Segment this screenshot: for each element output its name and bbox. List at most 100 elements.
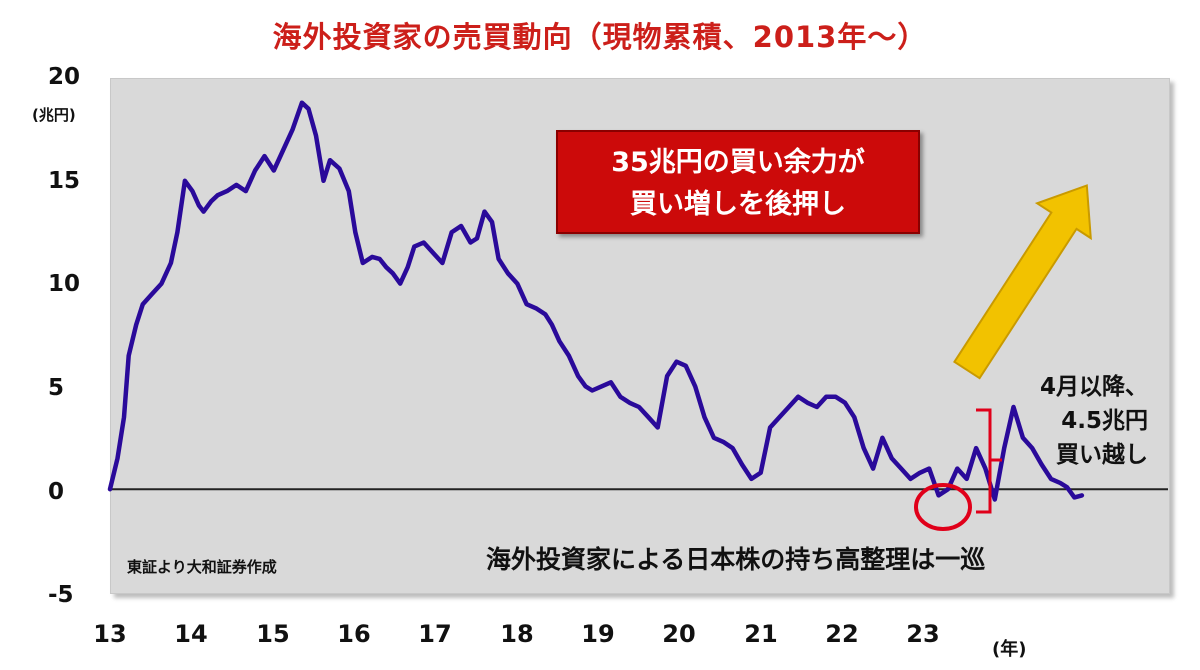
data-point <box>225 189 229 193</box>
data-point <box>955 467 959 471</box>
data-point <box>306 107 311 111</box>
data-point <box>665 374 669 378</box>
data-point <box>202 210 206 214</box>
data-point <box>674 360 679 364</box>
data-point <box>353 230 357 234</box>
side-annotation-line-1: 4月以降、 <box>1039 374 1148 400</box>
data-point <box>1072 495 1076 500</box>
data-point <box>175 230 180 234</box>
data-point <box>253 168 257 173</box>
data-point <box>590 388 594 393</box>
data-point <box>1030 446 1034 450</box>
y-tick-minus5: -5 <box>48 582 74 608</box>
data-point <box>584 384 588 388</box>
x-tick-17: 17 <box>418 620 452 648</box>
data-point <box>122 415 126 419</box>
data-point <box>183 179 187 183</box>
data-point <box>534 306 538 310</box>
data-point <box>490 220 494 224</box>
data-point <box>159 282 164 286</box>
data-point <box>370 255 374 259</box>
data-point <box>618 395 622 399</box>
data-point <box>391 271 395 275</box>
data-point <box>209 199 213 203</box>
x-tick-23: 23 <box>906 620 940 648</box>
data-point <box>880 436 885 440</box>
data-point <box>777 415 782 419</box>
data-point <box>321 179 326 183</box>
data-point <box>412 244 416 249</box>
data-point <box>693 384 697 388</box>
data-point <box>768 425 772 430</box>
data-point <box>281 148 285 152</box>
data-point <box>328 158 332 162</box>
side-annotation-line-3: 買い越し <box>1056 442 1148 468</box>
data-point <box>475 236 479 240</box>
y-tick-10: 10 <box>48 271 81 297</box>
data-point <box>852 415 856 419</box>
data-point <box>550 323 554 327</box>
series-line <box>107 100 1085 502</box>
data-point <box>525 302 529 306</box>
data-point <box>1049 477 1053 481</box>
data-point <box>216 193 220 197</box>
data-point <box>740 462 744 467</box>
data-point <box>300 101 304 105</box>
x-tick-21: 21 <box>744 620 778 648</box>
data-point <box>141 302 145 306</box>
data-point <box>974 446 978 450</box>
data-point <box>899 467 903 471</box>
data-point <box>115 456 120 460</box>
x-tick-13: 13 <box>93 620 127 648</box>
data-point <box>815 405 819 409</box>
data-point <box>684 364 688 368</box>
data-point <box>1040 462 1044 467</box>
data-point <box>557 339 562 343</box>
bracket-mark <box>976 408 1002 514</box>
data-point <box>190 189 194 193</box>
x-tick-19: 19 <box>581 620 615 648</box>
data-point <box>134 323 138 327</box>
data-point <box>1011 405 1016 409</box>
x-tick-18: 18 <box>500 620 534 648</box>
data-point <box>749 477 753 481</box>
data-point <box>908 477 913 481</box>
y-tick-15: 15 <box>48 168 81 194</box>
data-point <box>543 312 547 317</box>
data-point <box>108 487 112 491</box>
footer-note: 海外投資家による日本株の持ち高整理は一巡 <box>486 545 986 574</box>
data-point <box>628 401 632 405</box>
x-tick-14: 14 <box>174 620 208 648</box>
data-point <box>824 395 828 399</box>
x-tick-22: 22 <box>825 620 859 648</box>
data-point <box>871 467 875 471</box>
data-point <box>918 471 922 475</box>
side-annotation: 4月以降、 4.5兆円 買い越し <box>1008 370 1148 472</box>
callout-line-2: 買い増しを後押し <box>630 189 846 220</box>
data-point <box>637 405 641 409</box>
data-point <box>262 154 267 158</box>
data-point <box>946 487 950 491</box>
side-annotation-line-2: 4.5兆円 <box>1061 408 1148 434</box>
data-point <box>431 251 435 255</box>
y-axis-unit: (兆円) <box>32 106 76 124</box>
data-point <box>422 240 426 245</box>
data-point <box>646 415 650 419</box>
data-point <box>1065 485 1069 489</box>
y-tick-0: 0 <box>48 479 65 505</box>
y-tick-5: 5 <box>48 375 65 401</box>
chart-title: 海外投資家の売買動向（現物累積、2013年～） <box>272 20 928 54</box>
up-arrow-icon <box>953 184 1092 380</box>
x-tick-15: 15 <box>256 620 290 648</box>
data-point <box>805 401 810 405</box>
data-point <box>272 168 276 173</box>
data-point <box>1002 446 1006 450</box>
data-point <box>378 257 382 261</box>
data-point <box>993 497 997 502</box>
data-point <box>1058 481 1062 485</box>
data-point <box>459 224 463 228</box>
data-point <box>290 127 295 131</box>
data-point <box>609 380 613 384</box>
data-point <box>983 467 988 471</box>
